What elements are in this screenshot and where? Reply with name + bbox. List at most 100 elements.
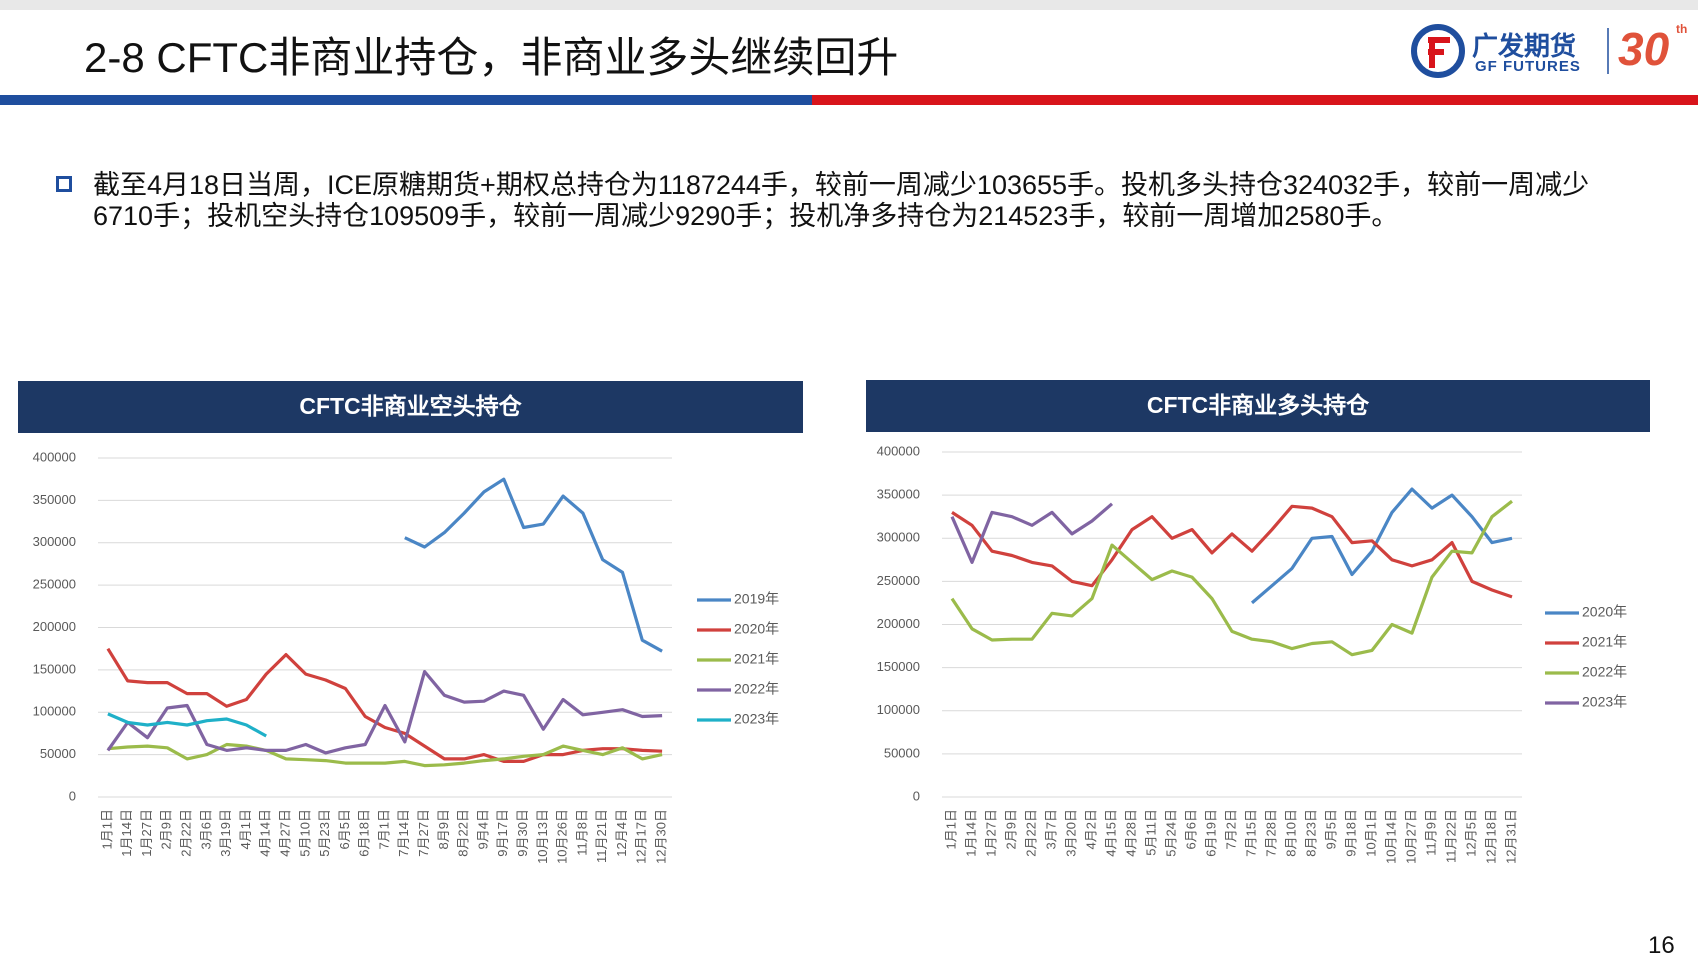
- y-tick-label: 400000: [877, 443, 920, 458]
- x-tick-label: 9月4日: [475, 809, 490, 849]
- header-bar: [0, 95, 812, 105]
- x-tick-label: 8月10日: [1283, 809, 1298, 857]
- x-tick-label: 10月1日: [1363, 809, 1378, 857]
- x-tick-label: 10月26日: [555, 809, 570, 864]
- x-tick-label: 3月20日: [1063, 809, 1078, 857]
- y-tick-label: 150000: [33, 661, 76, 676]
- x-tick-label: 12月5日: [1463, 809, 1478, 857]
- x-tick-label: 6月19日: [1203, 809, 1218, 857]
- x-tick-label: 7月14日: [396, 809, 411, 857]
- legend-label: 2023年: [734, 711, 779, 727]
- x-tick-label: 11月21日: [594, 809, 609, 863]
- series-line: [107, 712, 267, 738]
- x-tick-label: 7月2日: [1223, 809, 1238, 849]
- legend-label: 2020年: [1582, 604, 1627, 620]
- top-strip: [0, 0, 1698, 10]
- x-tick-label: 7月27日: [416, 809, 431, 857]
- x-tick-label: 5月10日: [297, 809, 312, 857]
- logo-mark: [1428, 37, 1450, 68]
- series-line: [951, 504, 1513, 599]
- x-tick-label: 1月27日: [983, 809, 998, 857]
- y-tick-label: 50000: [40, 746, 76, 761]
- y-tick-label: 200000: [877, 616, 920, 631]
- y-tick-label: 0: [913, 788, 920, 803]
- x-tick-label: 11月9日: [1423, 809, 1438, 856]
- x-tick-label: 8月9日: [436, 809, 451, 849]
- x-tick-label: 4月2日: [1083, 809, 1098, 849]
- x-tick-label: 6月18日: [357, 809, 372, 857]
- legend-label: 2021年: [734, 651, 779, 667]
- x-tick-label: 12月30日: [654, 809, 669, 864]
- x-tick-label: 11月8日: [574, 809, 589, 856]
- logo-suffix: th: [1676, 22, 1688, 36]
- bullet-text: 截至4月18日当周，ICE原糖期货+期权总持仓为1187244手，较前一周减少1…: [93, 170, 1590, 231]
- y-tick-label: 100000: [33, 704, 76, 719]
- y-tick-label: 150000: [877, 659, 920, 674]
- y-tick-label: 250000: [33, 577, 76, 592]
- page-number: 16: [1648, 932, 1675, 959]
- series-line: [107, 742, 663, 768]
- series-line: [950, 499, 1513, 657]
- x-tick-label: 4月15日: [1103, 809, 1118, 857]
- x-tick-label: 10月27日: [1403, 809, 1418, 864]
- legend-label: 2020年: [734, 621, 779, 637]
- x-tick-label: 5月23日: [317, 809, 332, 857]
- y-tick-label: 300000: [33, 534, 76, 549]
- x-tick-label: 1月14日: [963, 809, 978, 857]
- series-line: [950, 502, 1114, 564]
- x-tick-label: 1月1日: [99, 809, 114, 849]
- y-tick-label: 300000: [877, 530, 920, 545]
- bullet-icon: [56, 176, 72, 192]
- x-tick-label: 8月22日: [456, 809, 471, 857]
- header-bar: [812, 95, 1698, 105]
- x-tick-label: 4月28日: [1123, 809, 1138, 857]
- legend-label: 2022年: [1582, 664, 1627, 680]
- legend-label: 2023年: [1582, 694, 1627, 710]
- logo-icon: [1411, 24, 1609, 78]
- y-tick-label: 0: [69, 788, 76, 803]
- y-tick-label: 250000: [877, 573, 920, 588]
- x-tick-label: 6月6日: [1183, 809, 1198, 849]
- x-tick-label: 2月9日: [159, 809, 174, 849]
- series-line: [106, 670, 663, 755]
- x-tick-label: 11月22日: [1443, 809, 1458, 863]
- x-tick-label: 9月30日: [515, 809, 530, 857]
- x-tick-label: 3月19日: [218, 809, 233, 857]
- x-tick-label: 1月14日: [119, 809, 134, 857]
- x-tick-label: 3月7日: [1043, 809, 1058, 849]
- x-tick-label: 12月18日: [1483, 809, 1498, 864]
- x-tick-label: 4月27日: [277, 809, 292, 857]
- x-tick-label: 6月5日: [337, 809, 352, 849]
- x-tick-label: 4月14日: [258, 809, 273, 857]
- chart-header: [18, 381, 803, 433]
- x-tick-label: 2月22日: [179, 809, 194, 857]
- x-tick-label: 7月28日: [1263, 809, 1278, 857]
- x-tick-label: 9月17日: [495, 809, 510, 857]
- chart-title: CFTC非商业多头持仓: [1147, 392, 1370, 418]
- x-tick-label: 12月4日: [614, 809, 629, 857]
- x-tick-label: 5月11日: [1143, 809, 1158, 856]
- y-tick-label: 350000: [877, 487, 920, 502]
- legend-label: 2021年: [1582, 634, 1627, 650]
- logo-ring: [1411, 24, 1465, 78]
- x-tick-label: 10月14日: [1383, 809, 1398, 864]
- x-tick-label: 1月1日: [943, 809, 958, 849]
- y-tick-label: 350000: [33, 492, 76, 507]
- chart-title: CFTC非商业空头持仓: [299, 393, 522, 419]
- logo-anniversary: 30: [1618, 23, 1670, 75]
- series-line: [1250, 487, 1513, 605]
- series-line: [106, 647, 663, 763]
- x-tick-label: 3月6日: [198, 809, 213, 849]
- y-tick-label: 400000: [33, 449, 76, 464]
- x-tick-label: 12月31日: [1503, 809, 1518, 864]
- x-tick-label: 1月27日: [139, 809, 154, 857]
- x-tick-label: 8月23日: [1303, 809, 1318, 857]
- series-line: [404, 477, 663, 653]
- x-tick-label: 2月9日: [1003, 809, 1018, 849]
- y-tick-label: 100000: [877, 702, 920, 717]
- x-tick-label: 7月1日: [376, 809, 391, 849]
- legend-label: 2019年: [734, 591, 779, 607]
- x-tick-label: 4月1日: [238, 809, 253, 849]
